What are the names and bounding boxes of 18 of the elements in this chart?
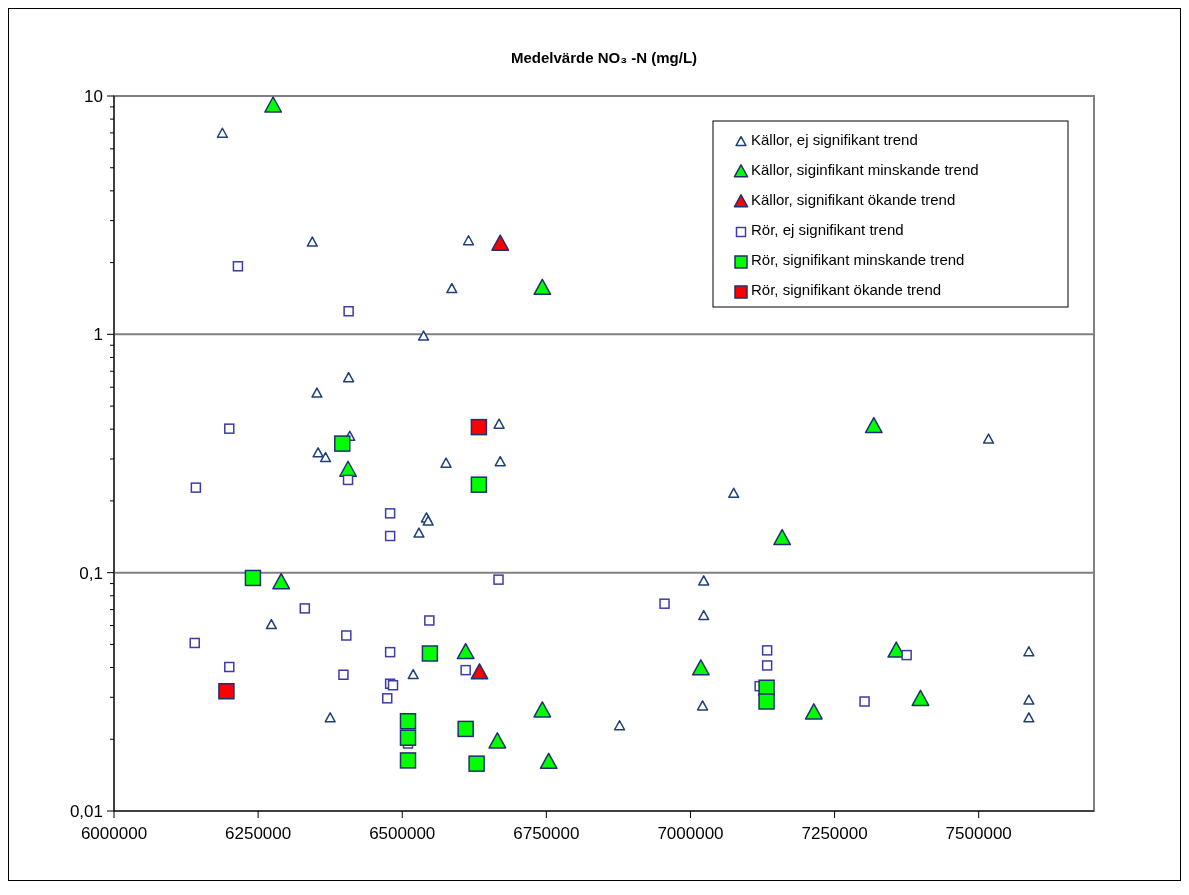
legend-label: Källor, signifikant ökande trend [751,191,956,209]
x-tick-label: 7250000 [801,824,868,843]
legend-label: Källor, siginfikant minskande trend [751,161,979,179]
legend-label: Källor, ej signifikant trend [751,131,918,149]
x-tick-label: 6500000 [369,824,436,843]
y-tick-label: 0,01 [69,801,103,821]
legend-label: Rör, signifikant ökande trend [751,281,942,299]
y-tick-label: 1 [93,325,103,345]
legend-label: Rör, ej signifikant trend [751,221,904,239]
x-tick-label: 6250000 [225,824,292,843]
legend-label: Rör, signifikant minskande trend [751,251,965,269]
x-tick-label: 7000000 [657,824,724,843]
y-tick-label: 0,1 [79,563,103,583]
chart-title: Medelvärde NO₃ -N (mg/L) [510,49,698,66]
x-tick-label: 6750000 [513,824,580,843]
y-tick-label: 10 [84,86,103,106]
x-tick-label: 6000000 [80,824,148,843]
x-tick-label: 7500000 [945,824,1012,843]
